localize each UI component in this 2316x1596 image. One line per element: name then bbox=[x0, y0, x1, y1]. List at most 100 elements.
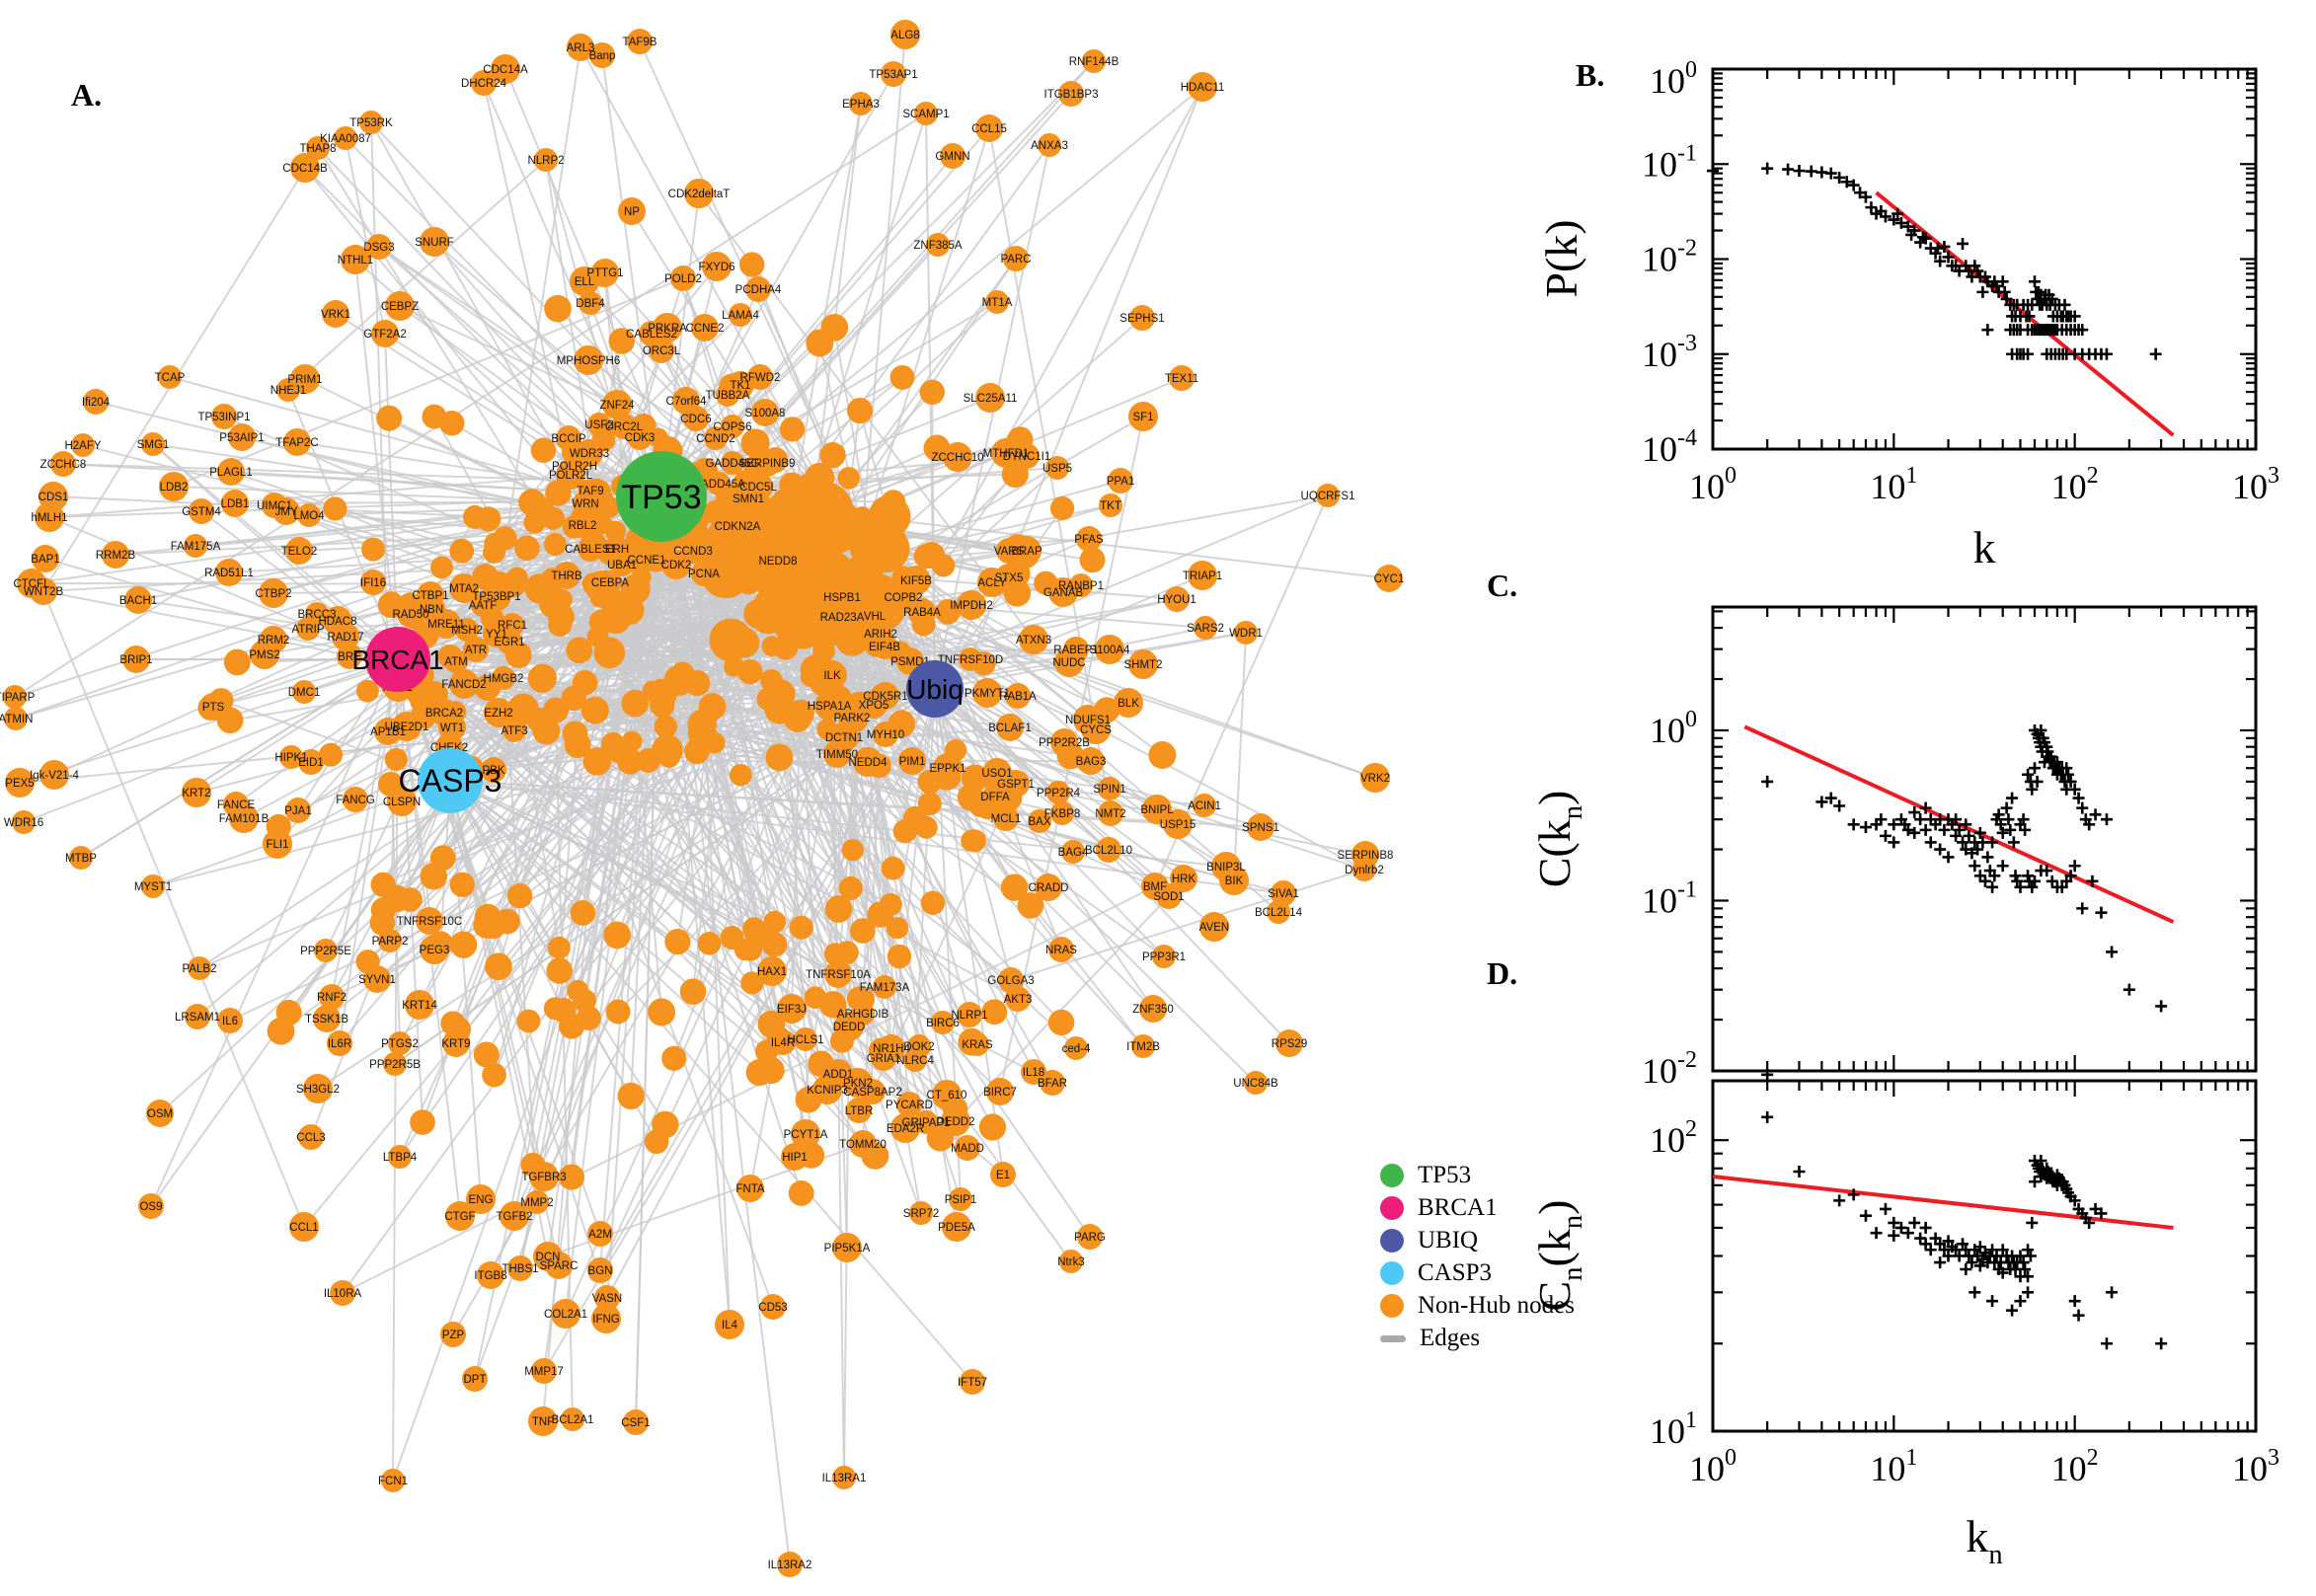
network-node-label: LDB1 bbox=[221, 498, 250, 510]
network-node-label: SMN1 bbox=[733, 494, 764, 505]
network-node-label: WDR33 bbox=[570, 448, 609, 460]
panel-d-label: D. bbox=[1487, 955, 1517, 992]
network-node-label: DHCR24 bbox=[461, 78, 507, 90]
data-point bbox=[1981, 324, 1993, 336]
legend-item: Non-Hub nodes bbox=[1380, 1293, 1575, 1319]
network-node-label: FNTA bbox=[735, 1183, 765, 1195]
network-node-label: WNT2B bbox=[24, 586, 64, 598]
network-node-label: GTF2A2 bbox=[363, 329, 406, 341]
network-node-label: BNIP3L bbox=[1206, 862, 1246, 874]
data-point bbox=[1880, 830, 1891, 842]
network-node-label: FLI1 bbox=[266, 839, 288, 851]
network-node-label: UNC84B bbox=[1233, 1078, 1278, 1090]
network-node-label: POLD2 bbox=[664, 273, 702, 285]
node-swatch-icon bbox=[1380, 1229, 1404, 1253]
network-node-label: ced-4 bbox=[1062, 1043, 1091, 1055]
network-node bbox=[481, 914, 505, 939]
network-node-label: SARS2 bbox=[1187, 623, 1224, 635]
y-tick-label: 10-2 bbox=[1642, 236, 1697, 279]
network-node bbox=[361, 538, 385, 562]
data-point bbox=[1943, 851, 1955, 863]
data-point bbox=[2069, 1295, 2081, 1307]
network-node-label: GMNN bbox=[935, 151, 969, 163]
network-node-label: EIF3J bbox=[777, 1004, 807, 1016]
network-node bbox=[699, 693, 727, 721]
network-node-label: FKBP8 bbox=[1044, 808, 1080, 820]
legend-item-label: BRCA1 bbox=[1418, 1194, 1498, 1222]
network-node-label: PPP2R5B bbox=[369, 1059, 421, 1071]
network-node-label: BNIPL bbox=[1140, 804, 1174, 816]
network-node-label: SNURF bbox=[415, 237, 454, 249]
network-node-label: TP53RK bbox=[349, 117, 393, 129]
network-node bbox=[603, 922, 631, 950]
network-node-label: CCL1 bbox=[289, 1222, 318, 1234]
axes-box bbox=[1713, 607, 2256, 1071]
network-node bbox=[276, 1000, 302, 1026]
network-node bbox=[523, 511, 545, 533]
network-node bbox=[517, 1010, 541, 1033]
casp3-hub-label: CASP3 bbox=[399, 763, 502, 798]
network-node bbox=[587, 626, 609, 647]
network-node-label: BCL2A1 bbox=[552, 1414, 594, 1426]
y-tick-label: 100 bbox=[1650, 57, 1697, 101]
data-point bbox=[2029, 762, 2041, 774]
network-node-label: GSTM4 bbox=[182, 506, 221, 518]
network-node-label: PMS2 bbox=[249, 649, 279, 661]
network-node-label: USP5 bbox=[1042, 463, 1072, 475]
network-node-label: FXYD6 bbox=[698, 262, 734, 273]
data-point bbox=[1888, 1230, 1899, 1242]
network-node-label: GSPT1 bbox=[997, 779, 1035, 791]
data-point bbox=[1833, 1194, 1845, 1206]
network-node-label: HYOU1 bbox=[1157, 594, 1197, 606]
network-node bbox=[542, 507, 565, 530]
network-node-label: WDR16 bbox=[4, 817, 43, 829]
network-node-label: NBN bbox=[420, 604, 443, 616]
x-tick-label: 101 bbox=[1870, 463, 1917, 506]
network-node-label: HRK bbox=[1172, 874, 1197, 885]
legend-item-label: Non-Hub nodes bbox=[1418, 1292, 1575, 1320]
data-point bbox=[2076, 902, 2088, 914]
network-node-label: COPS6 bbox=[714, 421, 752, 433]
network-edge bbox=[151, 659, 398, 1206]
data-point bbox=[2058, 299, 2070, 311]
network-node-label: FANCD2 bbox=[441, 679, 486, 691]
network-node-label: MTBP bbox=[65, 853, 97, 865]
network-node-label: MYST1 bbox=[134, 881, 172, 893]
data-point bbox=[1976, 286, 1988, 298]
network-node bbox=[839, 876, 863, 900]
network-node-label: TEX11 bbox=[1165, 373, 1198, 385]
network-node bbox=[698, 932, 722, 955]
network-node bbox=[485, 952, 512, 980]
panel-a-label: A. bbox=[71, 77, 102, 114]
data-point bbox=[1938, 824, 1950, 836]
network-node bbox=[528, 664, 557, 693]
network-node-label: CEBPA bbox=[591, 577, 629, 589]
network-node-label: IL4 bbox=[722, 1320, 738, 1331]
network-node-label: PSIP1 bbox=[945, 1194, 977, 1206]
network-node bbox=[730, 764, 752, 787]
network-node bbox=[698, 726, 719, 747]
network-node bbox=[680, 978, 707, 1005]
network-node-label: Ifi204 bbox=[82, 397, 111, 409]
network-node-label: BACH1 bbox=[119, 595, 157, 607]
network-node-label: TIPARP bbox=[0, 692, 36, 704]
network-node-label: PARC bbox=[1000, 254, 1031, 266]
network-node bbox=[765, 743, 793, 771]
network-node-label: EGR1 bbox=[494, 637, 524, 648]
network-node bbox=[371, 873, 396, 897]
network-node-label: Igk-V21-4 bbox=[30, 770, 79, 782]
network-node-label: BIK bbox=[1225, 875, 1244, 887]
network-node-label: S100A8 bbox=[745, 408, 786, 419]
network-node-label: SLC25A11 bbox=[964, 393, 1018, 405]
network-node-label: ITGB1BP3 bbox=[1044, 89, 1099, 101]
data-point bbox=[1761, 1111, 1773, 1123]
network-node bbox=[790, 916, 813, 940]
network-node-label: BLK bbox=[1118, 698, 1139, 710]
network-node-label: TGFBR3 bbox=[521, 1172, 566, 1183]
network-node-label: TNF bbox=[532, 1416, 554, 1428]
network-node bbox=[655, 715, 678, 738]
network-node-label: KIF5B bbox=[900, 575, 932, 587]
network-node-label: PEX5 bbox=[5, 778, 34, 790]
tp53-hub-label: TP53 bbox=[621, 479, 701, 516]
